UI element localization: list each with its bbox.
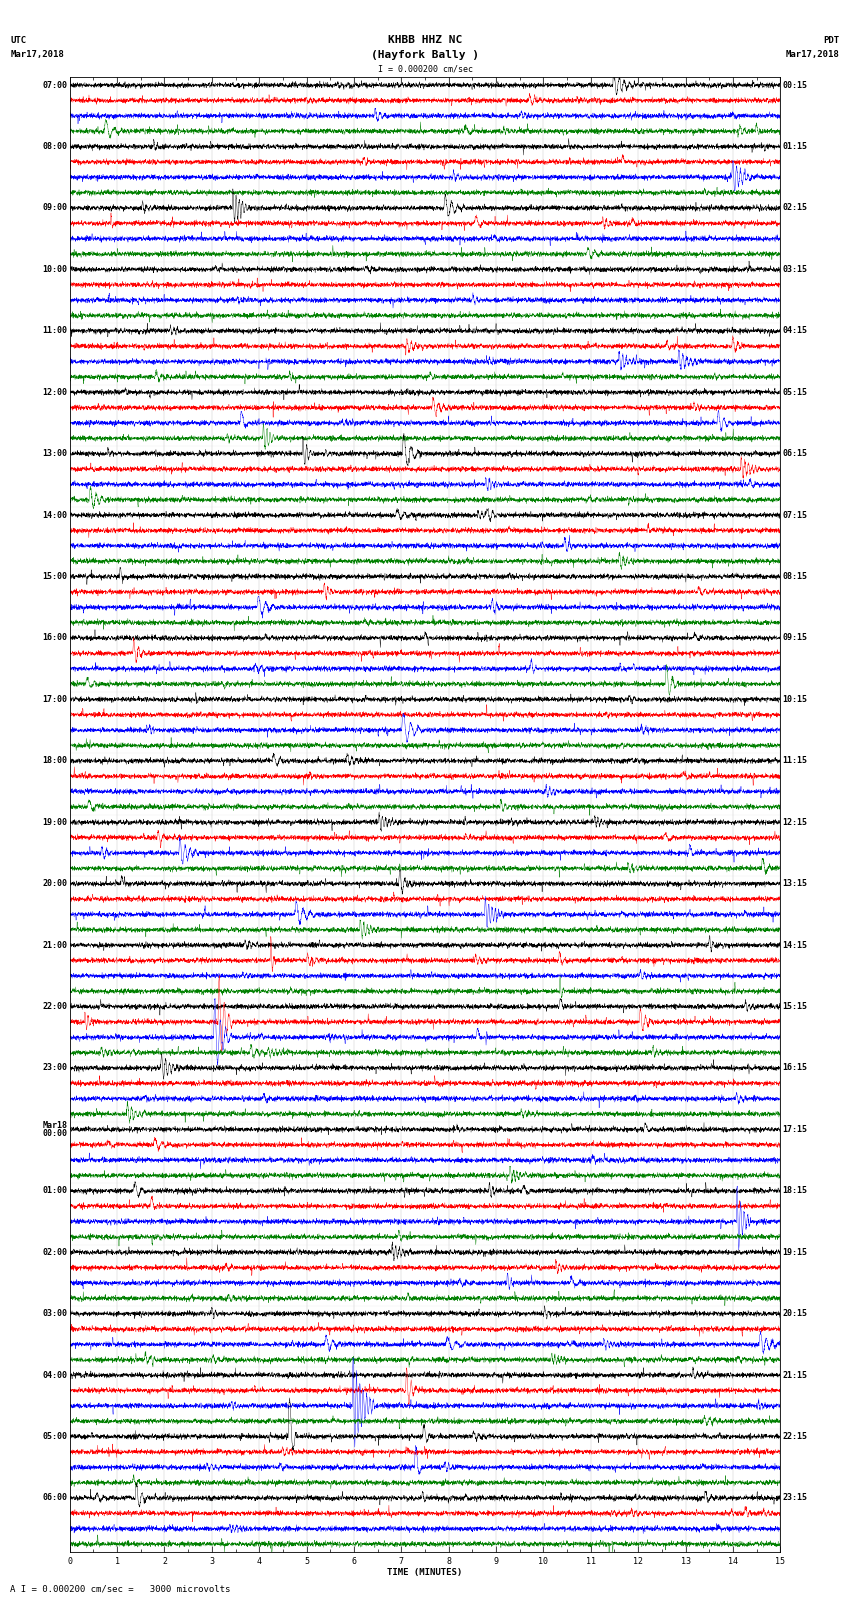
Text: 13:15: 13:15 — [783, 879, 808, 889]
Text: 09:00: 09:00 — [42, 203, 67, 213]
Text: 06:00: 06:00 — [42, 1494, 67, 1502]
Text: Mar18
00:00: Mar18 00:00 — [42, 1121, 67, 1139]
Text: 22:00: 22:00 — [42, 1002, 67, 1011]
Text: 06:15: 06:15 — [783, 448, 808, 458]
Text: 07:15: 07:15 — [783, 511, 808, 519]
Text: 04:00: 04:00 — [42, 1371, 67, 1379]
Text: 10:00: 10:00 — [42, 265, 67, 274]
Text: 12:00: 12:00 — [42, 387, 67, 397]
Text: I = 0.000200 cm/sec: I = 0.000200 cm/sec — [377, 65, 473, 74]
Text: A I = 0.000200 cm/sec =   3000 microvolts: A I = 0.000200 cm/sec = 3000 microvolts — [10, 1584, 230, 1594]
Text: PDT: PDT — [824, 35, 840, 45]
Text: 14:15: 14:15 — [783, 940, 808, 950]
Text: 00:15: 00:15 — [783, 81, 808, 90]
Text: 01:00: 01:00 — [42, 1186, 67, 1195]
Text: 02:15: 02:15 — [783, 203, 808, 213]
Text: 17:15: 17:15 — [783, 1124, 808, 1134]
Text: 21:15: 21:15 — [783, 1371, 808, 1379]
Text: 13:00: 13:00 — [42, 448, 67, 458]
Text: 03:15: 03:15 — [783, 265, 808, 274]
Text: 11:00: 11:00 — [42, 326, 67, 336]
Text: 11:15: 11:15 — [783, 756, 808, 765]
Text: 20:15: 20:15 — [783, 1310, 808, 1318]
Text: 18:00: 18:00 — [42, 756, 67, 765]
X-axis label: TIME (MINUTES): TIME (MINUTES) — [388, 1568, 462, 1578]
Text: 21:00: 21:00 — [42, 940, 67, 950]
Text: 08:15: 08:15 — [783, 573, 808, 581]
Text: 12:15: 12:15 — [783, 818, 808, 827]
Text: 22:15: 22:15 — [783, 1432, 808, 1440]
Text: 16:15: 16:15 — [783, 1063, 808, 1073]
Text: (Hayfork Bally ): (Hayfork Bally ) — [371, 50, 479, 60]
Text: 23:00: 23:00 — [42, 1063, 67, 1073]
Text: 15:15: 15:15 — [783, 1002, 808, 1011]
Text: 09:15: 09:15 — [783, 634, 808, 642]
Text: 01:15: 01:15 — [783, 142, 808, 152]
Text: Mar17,2018: Mar17,2018 — [10, 50, 64, 60]
Text: 02:00: 02:00 — [42, 1248, 67, 1257]
Text: UTC: UTC — [10, 35, 26, 45]
Text: 14:00: 14:00 — [42, 511, 67, 519]
Text: 05:00: 05:00 — [42, 1432, 67, 1440]
Text: 03:00: 03:00 — [42, 1310, 67, 1318]
Text: 08:00: 08:00 — [42, 142, 67, 152]
Text: 16:00: 16:00 — [42, 634, 67, 642]
Text: 10:15: 10:15 — [783, 695, 808, 703]
Text: 20:00: 20:00 — [42, 879, 67, 889]
Text: 19:00: 19:00 — [42, 818, 67, 827]
Text: 19:15: 19:15 — [783, 1248, 808, 1257]
Text: KHBB HHZ NC: KHBB HHZ NC — [388, 35, 462, 45]
Text: 15:00: 15:00 — [42, 573, 67, 581]
Text: 05:15: 05:15 — [783, 387, 808, 397]
Text: 18:15: 18:15 — [783, 1186, 808, 1195]
Text: Mar17,2018: Mar17,2018 — [786, 50, 840, 60]
Text: 17:00: 17:00 — [42, 695, 67, 703]
Text: 23:15: 23:15 — [783, 1494, 808, 1502]
Text: 07:00: 07:00 — [42, 81, 67, 90]
Text: 04:15: 04:15 — [783, 326, 808, 336]
